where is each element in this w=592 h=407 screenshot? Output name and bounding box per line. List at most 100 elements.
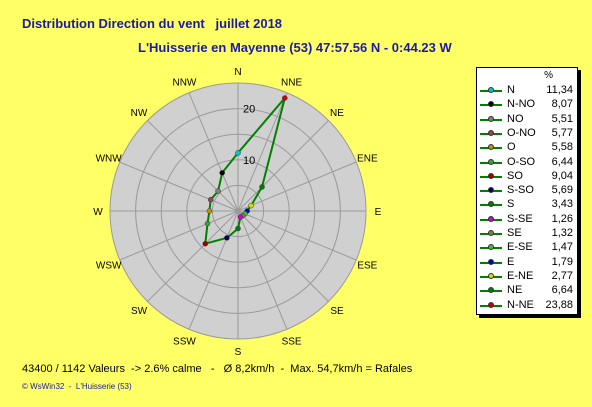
- data-point: [235, 150, 241, 156]
- legend-name: NE: [507, 284, 523, 297]
- legend-name: SO: [507, 169, 523, 182]
- data-point: [207, 196, 214, 203]
- legend-name: S-SE: [507, 212, 533, 225]
- legend-entry: NE 6,64: [477, 284, 577, 298]
- legend-marker: [488, 129, 494, 136]
- direction-label: ENE: [357, 153, 378, 164]
- legend-entry: E 1,79: [477, 256, 577, 270]
- data-point: [235, 225, 241, 232]
- legend-entry: SO 9,04: [477, 170, 577, 184]
- grid-spoke: [237, 210, 288, 330]
- legend-entry: O-NO 5,77: [477, 127, 577, 141]
- direction-label: NNW: [172, 78, 196, 89]
- legend-entry: S-SE 1,26: [477, 213, 577, 227]
- legend-name: O: [507, 141, 516, 154]
- legend-name: S: [507, 198, 515, 211]
- legend-name: E-NE: [507, 269, 534, 282]
- legend-marker: [488, 287, 494, 294]
- direction-label: N: [234, 67, 241, 78]
- legend-entry: S 3,43: [477, 198, 577, 212]
- legend-value: 3,43: [551, 198, 573, 211]
- legend-value: 1,32: [551, 227, 573, 239]
- legend-marker: [488, 187, 494, 194]
- data-point: [202, 240, 209, 247]
- legend-value: 6,64: [551, 284, 573, 297]
- legend-name: E-SE: [507, 241, 533, 254]
- legend-marker: [488, 272, 494, 279]
- grid-spoke: [237, 92, 288, 212]
- legend-entry: N-NO 8,07: [477, 98, 577, 112]
- legend-value: 2,77: [551, 269, 573, 282]
- legend-value: 1,79: [551, 255, 573, 268]
- radial-tick-label: 20: [243, 104, 255, 116]
- legend-marker: [488, 301, 494, 308]
- credit-text: © WsWin32 - L'Huisserie (53): [22, 382, 132, 391]
- direction-label: NE: [330, 108, 344, 119]
- direction-label: SE: [330, 306, 344, 317]
- legend-entry: E-NE 2,77: [477, 270, 577, 284]
- direction-label: E: [375, 207, 382, 218]
- legend-marker: [488, 115, 494, 122]
- legend-name: S-SO: [507, 184, 534, 197]
- legend-name: E: [507, 255, 515, 268]
- legend-name: N-NO: [507, 98, 536, 111]
- legend-value: 5,51: [551, 112, 573, 125]
- legend-value: 5,69: [551, 184, 573, 197]
- grid-spoke: [237, 120, 329, 212]
- data-point: [204, 220, 211, 227]
- grid-spoke: [237, 210, 329, 302]
- legend-marker: [488, 230, 494, 236]
- legend-name: O-NO: [507, 126, 536, 139]
- legend: % N 11,34 N-NO 8,07 NO 5,51 O-NO 5,77 O 5,58 O-SO 6…: [476, 67, 578, 315]
- grid-spoke: [188, 210, 239, 330]
- legend-marker: [488, 215, 494, 222]
- legend-marker: [488, 258, 494, 265]
- data-point: [282, 95, 288, 101]
- legend-marker: [488, 201, 494, 208]
- direction-label: SSW: [173, 336, 196, 347]
- legend-marker: [488, 87, 494, 93]
- data-point: [206, 208, 213, 214]
- legend-name: NO: [507, 112, 524, 125]
- legend-entry: O 5,58: [477, 141, 577, 155]
- grid-spoke: [237, 210, 357, 261]
- grid-spoke: [237, 161, 357, 212]
- data-point: [248, 202, 254, 209]
- legend-value: 5,77: [551, 126, 573, 139]
- legend-name: O-SO: [507, 155, 536, 168]
- legend-entry: E-SE 1,47: [477, 241, 577, 255]
- legend-marker: [488, 244, 494, 251]
- legend-entry: SE 1,32: [477, 227, 577, 241]
- footer-stats: 43400 / 1142 Valeurs -> 2.6% calme - Ø 8…: [22, 363, 413, 375]
- chart-title: Distribution Direction du vent juillet 2…: [22, 16, 283, 31]
- direction-label: NNE: [281, 78, 302, 89]
- legend-name: N-NE: [507, 298, 534, 311]
- radial-tick-label: 10: [243, 155, 255, 167]
- legend-value: 1,26: [551, 212, 573, 225]
- legend-marker: [488, 144, 494, 151]
- data-point: [224, 235, 230, 241]
- direction-label: NW: [131, 108, 148, 119]
- legend-value: 9,04: [551, 169, 573, 182]
- grid-spoke: [147, 120, 239, 212]
- direction-label: WNW: [96, 153, 123, 164]
- direction-label: WSW: [96, 261, 122, 272]
- direction-label: W: [93, 207, 103, 218]
- legend-entry: NO 5,51: [477, 113, 577, 127]
- legend-value: 23,88: [545, 298, 573, 311]
- grid-spoke: [119, 210, 239, 261]
- legend-marker: [488, 158, 494, 165]
- legend-unit: %: [544, 70, 553, 81]
- legend-name: SE: [507, 227, 522, 239]
- grid-spoke: [147, 210, 239, 302]
- data-point: [259, 184, 265, 190]
- legend-marker: [488, 101, 494, 108]
- legend-value: 6,44: [551, 155, 573, 168]
- data-point: [215, 188, 221, 194]
- direction-label: S: [235, 347, 242, 358]
- legend-value: 5,58: [551, 141, 573, 154]
- direction-label: SSE: [282, 336, 302, 347]
- legend-entry: N-NE 23,88: [477, 299, 577, 313]
- legend-value: 1,47: [551, 241, 573, 254]
